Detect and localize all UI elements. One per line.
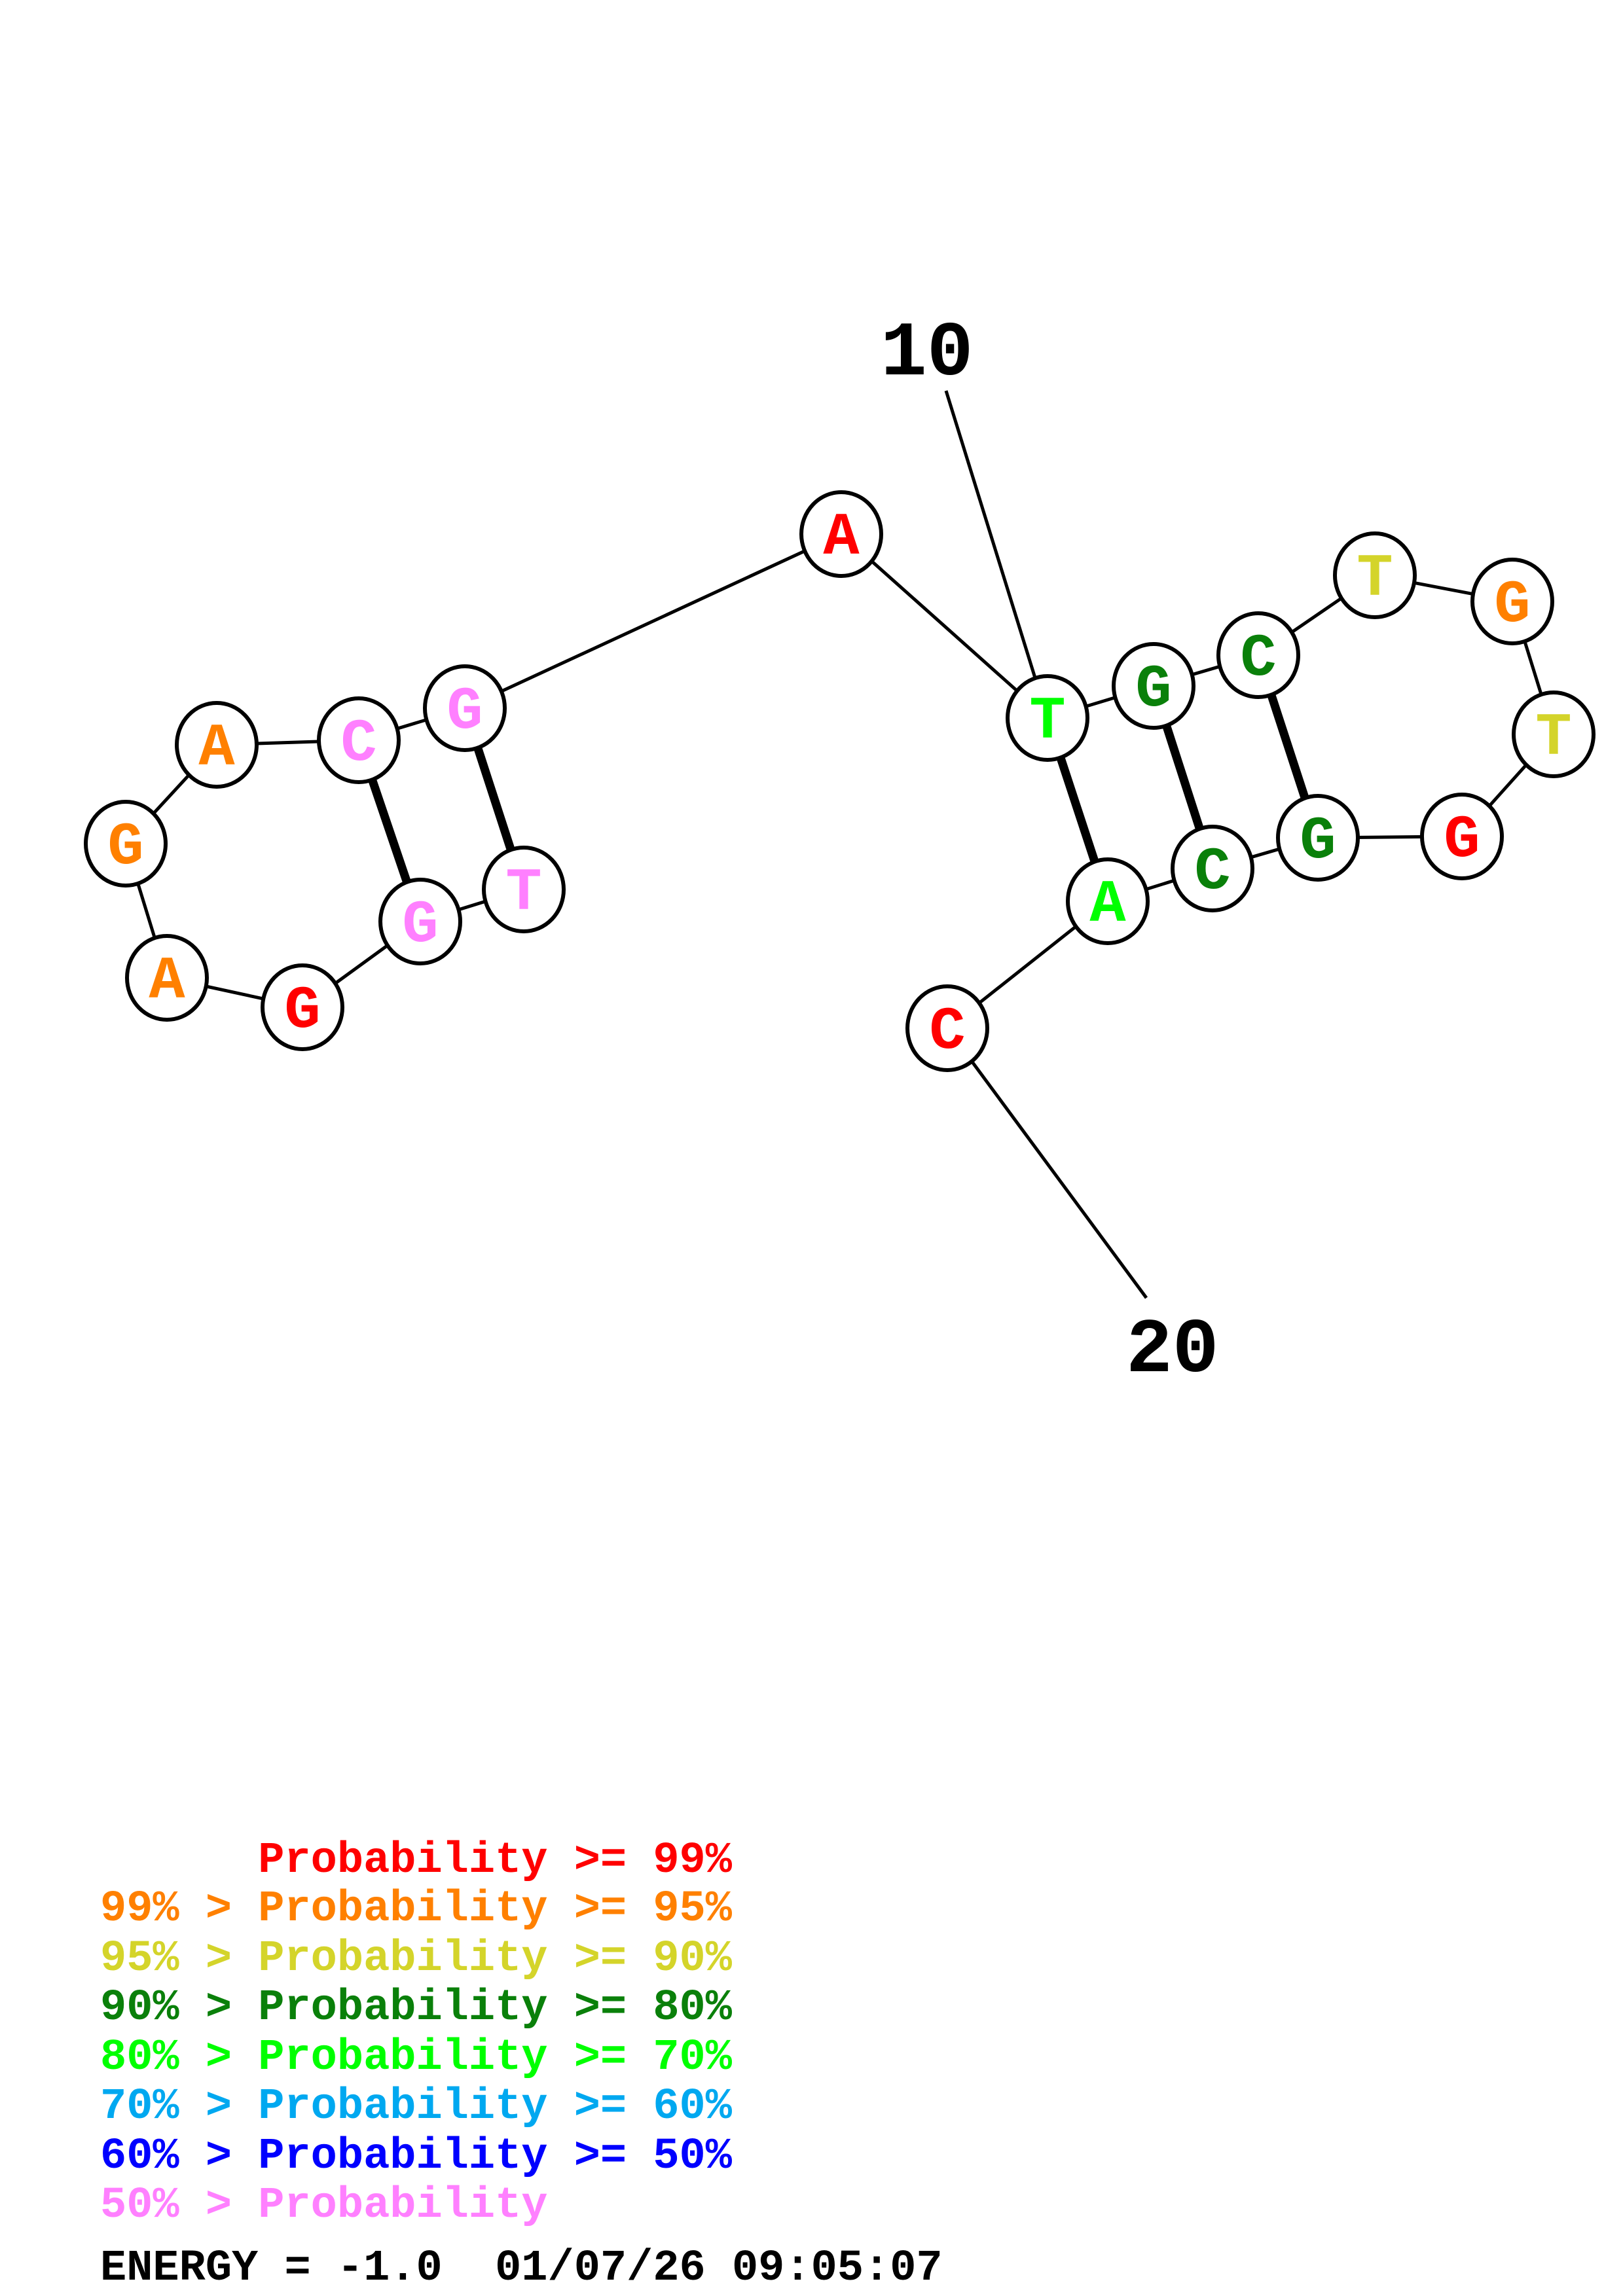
nucleotide-base: G	[107, 813, 143, 882]
nucleotide-circle	[1006, 674, 1089, 762]
nucleotide-18: C	[1171, 825, 1254, 912]
nucleotide-3: G	[261, 963, 344, 1051]
nucleotide-16: G	[1420, 793, 1504, 880]
nucleotide-circle	[799, 490, 883, 578]
nucleotide-circle	[84, 800, 168, 888]
nucleotide-circle	[905, 984, 989, 1072]
nucleotide-circle	[1470, 558, 1554, 645]
index-labels: 10 20	[881, 311, 1219, 1395]
nucleotide-circle	[1112, 642, 1195, 730]
nucleotide-base: G	[402, 891, 438, 960]
nucleotide-base: G	[1444, 806, 1480, 874]
nucleotide-base: G	[1300, 807, 1336, 876]
backbone	[124, 532, 1556, 1030]
nucleotide-11: G	[1112, 642, 1195, 730]
nucleotide-circle	[261, 963, 344, 1051]
legend-entry: 70% > Probability >= 60%	[100, 2082, 732, 2132]
nucleotide-4: A	[125, 934, 209, 1022]
nucleotide-12: C	[1216, 611, 1300, 699]
nucleotide-circle	[1216, 611, 1300, 699]
nucleotide-base: T	[1535, 704, 1571, 772]
legend-entry: 50% > Probability	[100, 2181, 548, 2231]
legend-entry: 90% > Probability >= 80%	[100, 1983, 732, 2033]
nucleotide-base: A	[1089, 870, 1126, 939]
nucleotide-9: A	[799, 490, 883, 578]
nucleotide-7: C	[317, 696, 401, 784]
nucleotide-base: T	[1357, 545, 1393, 613]
nucleotide-circle	[482, 846, 566, 933]
nucleotide-circle	[1420, 793, 1504, 880]
nucleotide-1: T	[482, 846, 566, 933]
nucleotide-base: A	[823, 503, 860, 572]
backbone-link	[840, 533, 1049, 719]
nucleotide-8: G	[423, 664, 507, 752]
nucleotide-17: G	[1276, 794, 1360, 882]
nucleotide-19: A	[1066, 857, 1150, 945]
nucleotide-5: G	[84, 800, 168, 888]
index-label-10: 10	[881, 311, 974, 398]
nucleotide-circle	[1276, 794, 1360, 882]
index-label-20: 20	[1126, 1308, 1219, 1395]
nucleotide-circle	[423, 664, 507, 752]
index-10-tick	[944, 390, 1049, 719]
nucleotide-circle	[1066, 857, 1150, 945]
nucleotide-circle	[378, 878, 462, 965]
nucleotide-base: C	[340, 709, 376, 778]
nucleotide-base: T	[1029, 687, 1065, 756]
nucleotide-base: G	[1135, 655, 1171, 724]
legend-entry: 95% > Probability >= 90%	[100, 1934, 732, 1984]
backbone-link	[464, 532, 843, 710]
nucleotide-14: G	[1470, 558, 1554, 645]
nucleotide-20: C	[905, 984, 989, 1072]
nucleotide-base: T	[505, 859, 541, 927]
nucleotide-circle	[1333, 531, 1417, 619]
legend-entry: 80% > Probability >= 70%	[100, 2033, 732, 2083]
nucleotide-2: G	[378, 878, 462, 965]
nucleotide-circle	[1512, 691, 1596, 778]
nucleotide-base: C	[1194, 838, 1230, 906]
nucleotide-circle	[125, 934, 209, 1022]
nucleotide-base: C	[929, 997, 965, 1066]
nucleotide-circle	[1171, 825, 1254, 912]
nucleotide-base: A	[149, 947, 185, 1016]
nucleotide-circle	[175, 701, 259, 789]
nucleotide-base: G	[447, 677, 483, 746]
legend-entry: 60% > Probability >= 50%	[100, 2132, 732, 2181]
nucleotide-15: T	[1512, 691, 1596, 778]
nucleotide-10: T	[1006, 674, 1089, 762]
legend-entry: Probability >= 99%	[100, 1836, 732, 1886]
index-20-tick	[945, 1027, 1148, 1299]
legend-entry: 99% > Probability >= 95%	[100, 1884, 732, 1934]
nucleotide-6: A	[175, 701, 259, 789]
nucleotide-base: G	[284, 977, 320, 1045]
nucleotide-circle	[317, 696, 401, 784]
energy-footer: ENERGY = -1.0 01/07/26 09:05:07	[100, 2244, 943, 2293]
nucleotide-13: T	[1333, 531, 1417, 619]
nucleotide-base: C	[1240, 624, 1276, 693]
nucleotide-base: A	[198, 714, 235, 783]
nucleotide-base: G	[1494, 571, 1530, 639]
